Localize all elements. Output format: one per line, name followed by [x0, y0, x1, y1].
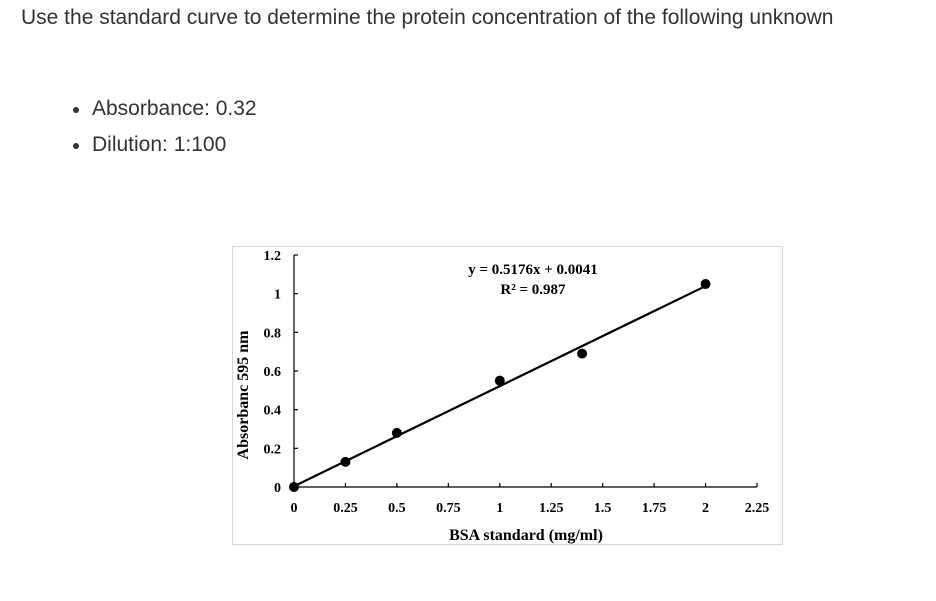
- data-point-3: [494, 375, 505, 386]
- x-axis-ticks: 0 0.25 0.5 0.75 1 1.25 1.5 1.75 2 2.25: [291, 483, 770, 516]
- trendline: [293, 285, 707, 488]
- y-axis-ticks: 0 0.2 0.4 0.6 0.8 1 1.2: [264, 249, 298, 496]
- data-point-5: [700, 279, 711, 289]
- y-tick-label: 1.2: [264, 249, 282, 264]
- x-tick-label: 0: [291, 501, 298, 516]
- r-squared-label: R² = 0.987: [500, 282, 566, 298]
- x-tick-label: 1.25: [539, 501, 564, 516]
- standard-curve-chart: 0 0.2 0.4 0.6 0.8 1 1.2 0 0.25 0.5 0.75 1 1.25 1.5 1.…: [232, 246, 783, 545]
- x-tick-label: 1.75: [642, 501, 667, 516]
- y-tick-label: 0.6: [264, 365, 282, 380]
- x-tick-label: 1: [496, 501, 503, 516]
- y-tick-label: 0.8: [264, 326, 282, 341]
- y-axis-label: Absorbanc 595 nm: [235, 330, 252, 460]
- chart-svg: 0 0.2 0.4 0.6 0.8 1 1.2 0 0.25 0.5 0.75 1 1.25 1.5 1.…: [235, 249, 770, 544]
- trendline-equation: y = 0.5176x + 0.0041: [468, 262, 598, 278]
- x-tick-label: 0.5: [388, 501, 406, 516]
- x-tick-label: 0.25: [333, 501, 358, 516]
- given-values-list: Absorbance: 0.32 Dilution: 1:100: [73, 91, 257, 163]
- data-point-0: [289, 482, 299, 492]
- x-axis-label: BSA standard (mg/ml): [449, 527, 603, 544]
- data-point-2: [391, 427, 402, 438]
- question-text: Use the standard curve to determine the …: [21, 6, 834, 29]
- x-tick-label: 0.75: [436, 501, 461, 516]
- dilution-item: Dilution: 1:100: [73, 127, 257, 163]
- x-tick-label: 1.5: [594, 501, 612, 516]
- y-tick-label: 1: [274, 288, 281, 303]
- data-point-4: [577, 348, 588, 359]
- x-tick-label: 2.25: [745, 501, 770, 516]
- x-tick-label: 2: [702, 501, 709, 516]
- data-points: [289, 279, 711, 492]
- y-tick-label: 0: [274, 481, 281, 496]
- data-point-1: [340, 456, 351, 467]
- y-tick-label: 0.2: [264, 442, 282, 457]
- absorbance-item: Absorbance: 0.32: [73, 91, 257, 127]
- y-tick-label: 0.4: [264, 404, 282, 419]
